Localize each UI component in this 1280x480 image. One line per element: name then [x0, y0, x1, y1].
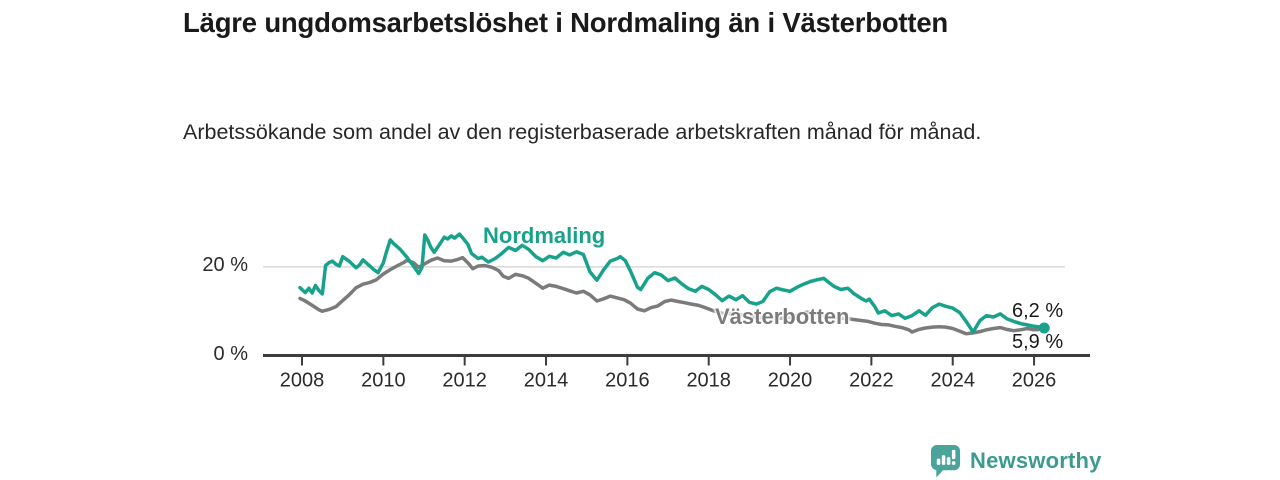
x-tick-label: 2008 [280, 370, 325, 392]
newsworthy-bubble-chart-icon [930, 444, 961, 478]
newsworthy-wordmark: Newsworthy [970, 448, 1102, 473]
x-tick-label: 2018 [686, 370, 731, 392]
y-axis-label-0: 0 % [213, 343, 248, 365]
series-line-västerbotten [298, 255, 1043, 336]
x-tick-label: 2016 [605, 370, 650, 392]
x-tick-label: 2010 [361, 370, 406, 392]
series-line-nordmaling [298, 232, 1046, 334]
series-label-nordmaling: Nordmaling [483, 223, 606, 248]
y-axis-label-20: 20 % [202, 254, 248, 276]
x-tick-label: 2020 [768, 370, 813, 392]
series-end-dot-nordmaling [1038, 322, 1050, 334]
end-value-label-nordmaling: 6,2 % [1012, 300, 1064, 322]
end-value-label-vasterbotten: 5,9 % [1012, 331, 1064, 353]
x-tick-label: 2022 [849, 370, 894, 392]
page-title: Lägre ungdomsarbetslöshet i Nordmaling ä… [183, 7, 949, 38]
x-tick-label: 2012 [442, 370, 487, 392]
x-tick-label: 2026 [1012, 370, 1057, 392]
page-subtitle: Arbetssökande som andel av den registerb… [183, 120, 982, 144]
x-tick-label: 2014 [524, 370, 569, 392]
x-tick-label: 2024 [930, 370, 975, 392]
newsworthy-logo: Newsworthy [930, 444, 1102, 478]
series-label-vasterbotten: Västerbotten [715, 304, 850, 329]
